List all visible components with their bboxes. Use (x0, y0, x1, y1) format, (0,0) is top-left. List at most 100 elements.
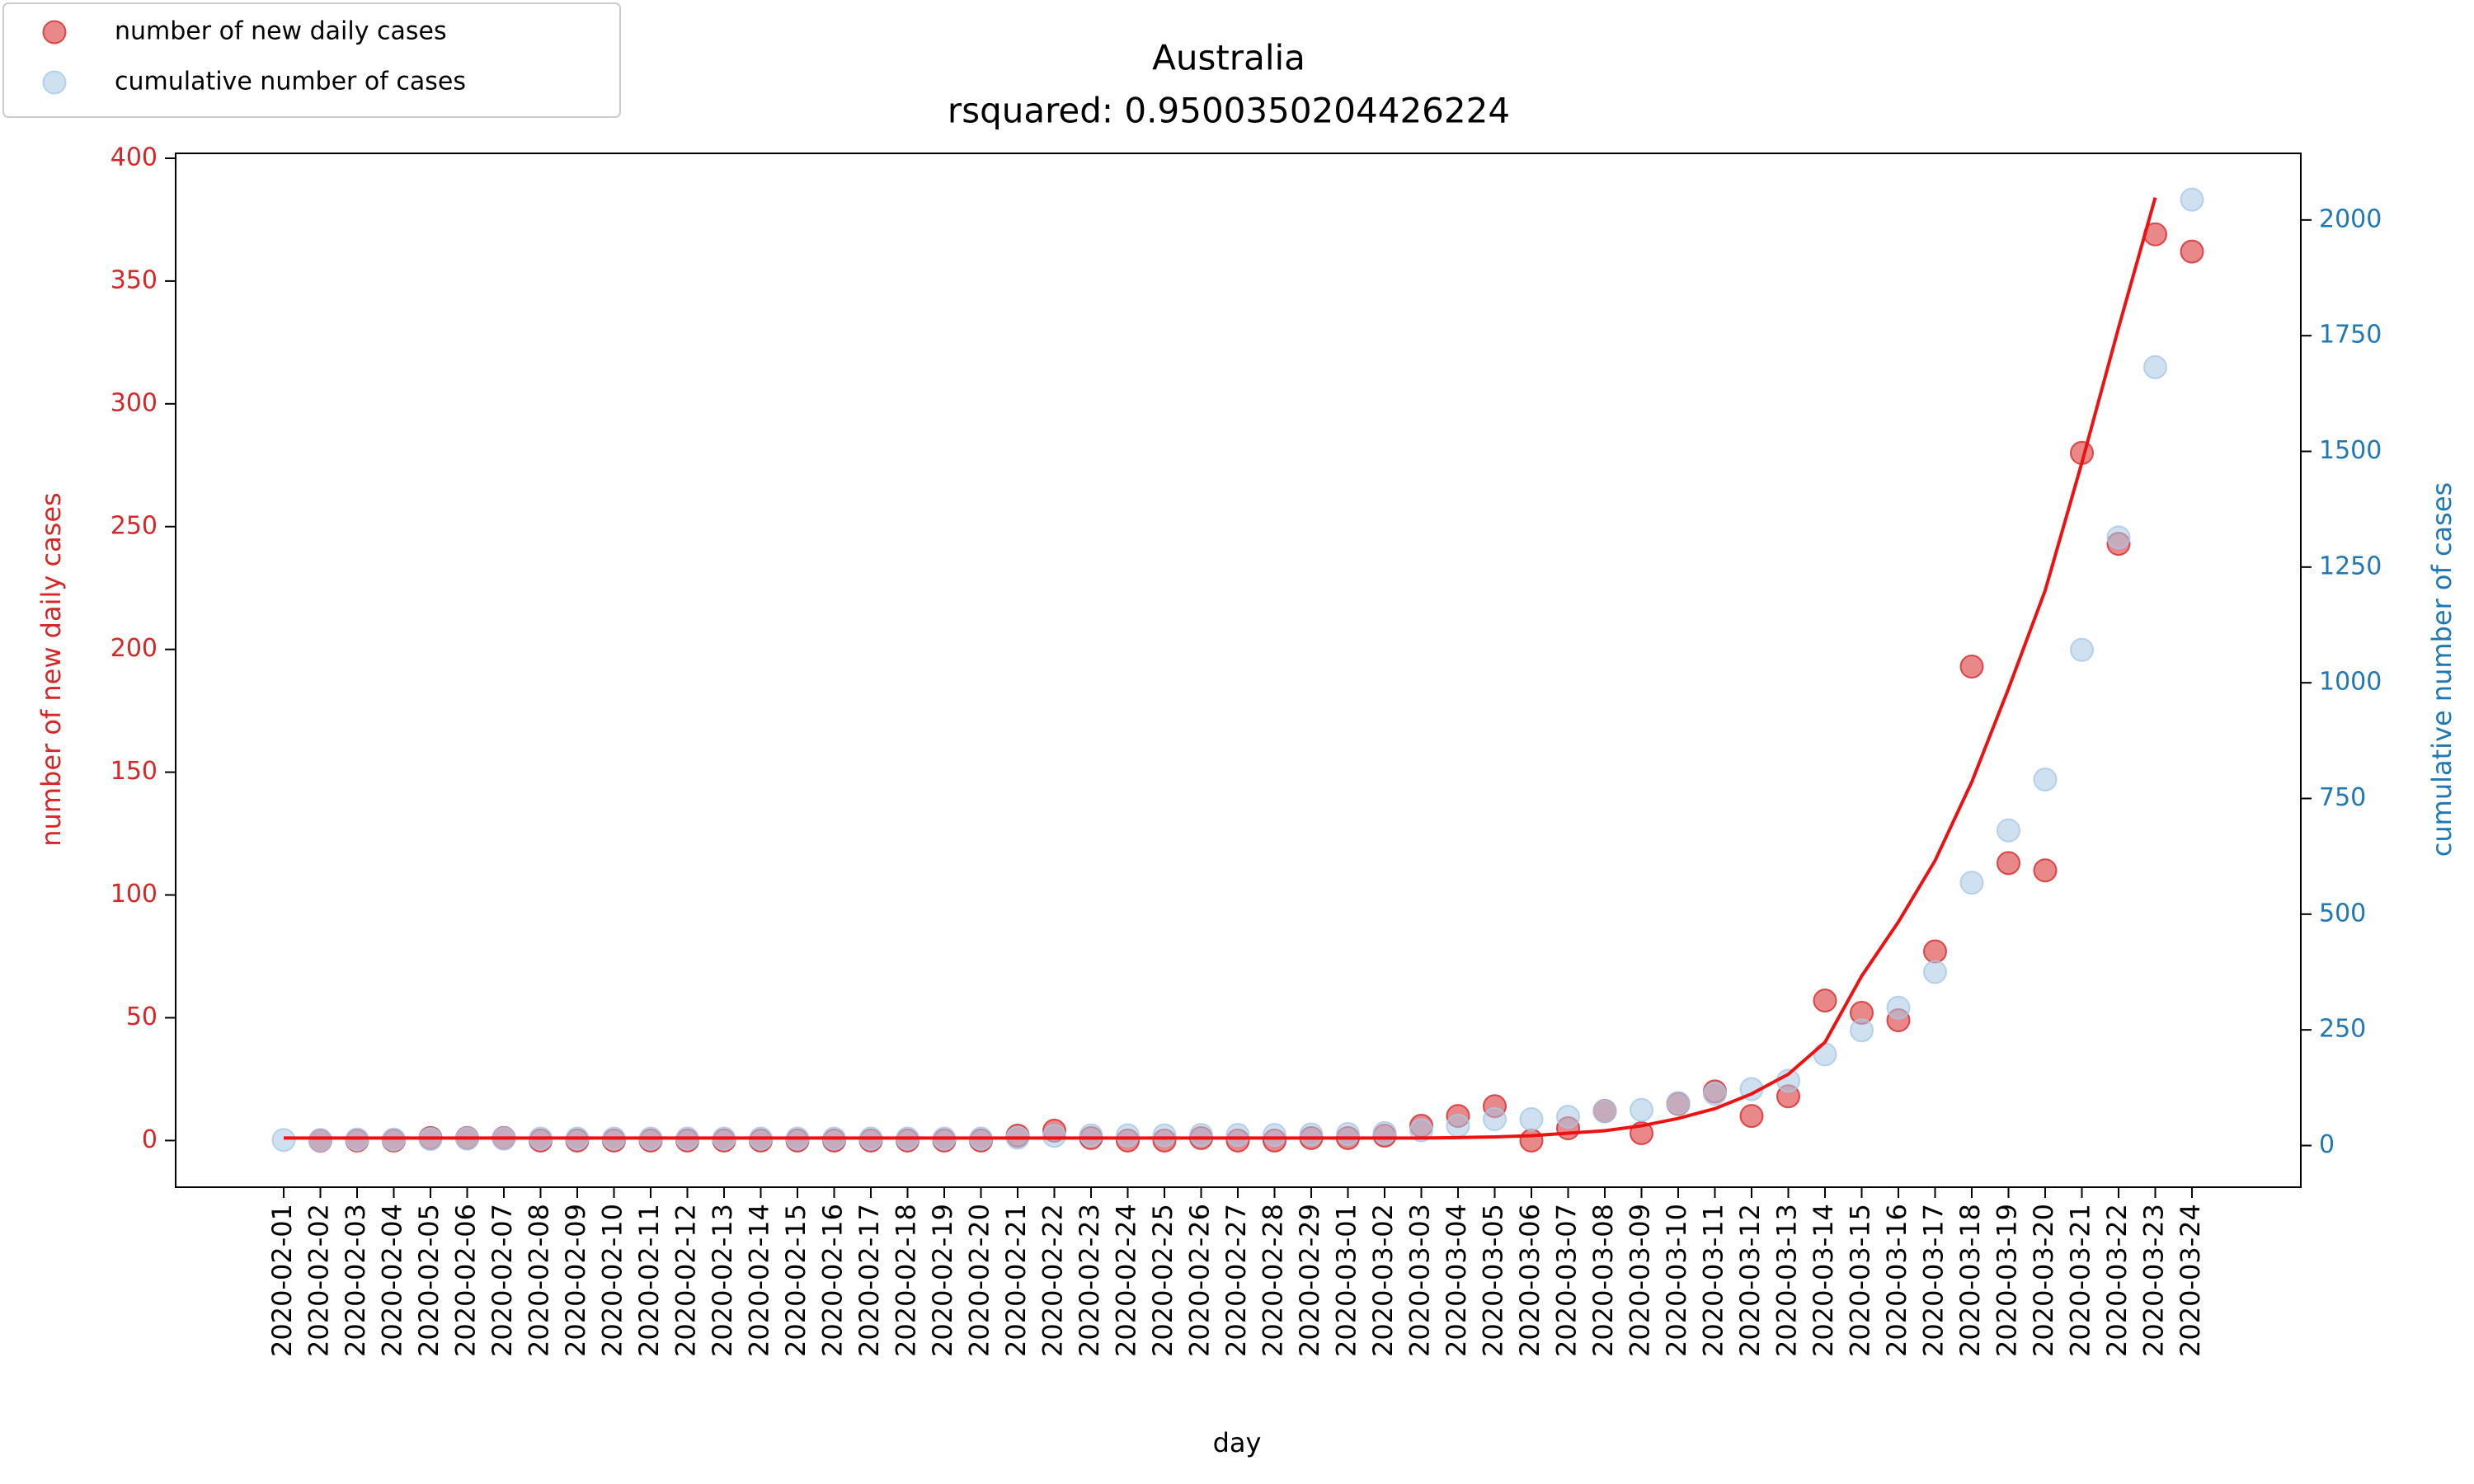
data-point (1959, 871, 1984, 895)
data-point (1997, 851, 2020, 876)
data-point (1189, 1123, 1213, 1148)
fit-line (284, 197, 2157, 1140)
x-tick-label: 2020-03-17 (1918, 1204, 1950, 1357)
data-point (1959, 655, 1984, 679)
x-tick-label: 2020-03-13 (1771, 1204, 1803, 1357)
x-tick-label: 2020-02-11 (633, 1204, 665, 1357)
y2-tick-label: 2000 (2319, 204, 2382, 233)
x-tick-label: 2020-02-25 (1147, 1204, 1178, 1357)
legend-marker (42, 70, 67, 95)
data-point (1042, 1124, 1066, 1148)
x-tick-label: 2020-02-05 (413, 1204, 444, 1357)
x-tick-label: 2020-02-26 (1184, 1204, 1216, 1357)
x-tick-label: 2020-02-02 (303, 1204, 335, 1357)
data-point (1299, 1122, 1324, 1147)
y2-tick-label: 1000 (2319, 668, 2382, 697)
x-tick-label: 2020-03-01 (1331, 1204, 1362, 1357)
x-tick-label: 2020-02-13 (707, 1204, 738, 1357)
x-tick-label: 2020-03-07 (1551, 1204, 1583, 1357)
legend-box (2, 2, 621, 118)
x-tick-label: 2020-03-05 (1478, 1204, 1509, 1357)
x-tick-label: 2020-02-12 (670, 1204, 702, 1357)
x-tick-label: 2020-02-27 (1221, 1204, 1252, 1357)
x-tick-label: 2020-03-22 (2101, 1204, 2133, 1357)
y2-tick-label: 250 (2319, 1015, 2366, 1044)
data-point (1152, 1123, 1177, 1148)
data-point (1739, 1104, 1764, 1129)
y-tick-label: 300 (111, 388, 158, 417)
x-tick-label: 2020-03-12 (1734, 1204, 1766, 1357)
plot-frame (175, 153, 2302, 1188)
x-tick-label: 2020-03-23 (2138, 1204, 2170, 1357)
x-tick-label: 2020-02-07 (487, 1204, 518, 1357)
legend: number of new daily cases cumulative numb… (2, 2, 621, 118)
x-tick-label: 2020-02-24 (1111, 1204, 1142, 1357)
y2-tick-label: 1250 (2319, 552, 2382, 580)
x-tick-label: 2020-02-16 (817, 1204, 849, 1357)
x-axis-label: day (1213, 1427, 1262, 1458)
data-point (1372, 1120, 1397, 1145)
y-axis-label: number of new daily cases (35, 492, 67, 846)
data-point (2070, 637, 2094, 662)
x-tick-label: 2020-03-18 (1954, 1204, 1986, 1357)
y2-tick-label: 750 (2319, 783, 2366, 812)
x-tick-label: 2020-03-08 (1587, 1204, 1619, 1357)
data-point (1556, 1105, 1580, 1129)
data-point (2180, 239, 2204, 264)
x-tick-label: 2020-03-11 (1698, 1204, 1729, 1357)
legend-label: cumulative number of cases (115, 68, 466, 96)
x-tick-label: 2020-03-04 (1441, 1204, 1472, 1357)
y2-tick-label: 1750 (2319, 321, 2382, 350)
data-point (1923, 939, 1947, 964)
y-tick-label: 250 (111, 511, 158, 540)
x-tick-label: 2020-02-04 (377, 1204, 408, 1357)
y2-tick-label: 0 (2319, 1130, 2335, 1159)
legend-marker (42, 20, 67, 45)
data-point (2033, 767, 2058, 791)
y-tick-label: 200 (111, 634, 158, 663)
data-point (1850, 1018, 1874, 1043)
x-tick-label: 2020-03-09 (1625, 1204, 1656, 1357)
data-point (1666, 1091, 1691, 1115)
x-tick-label: 2020-03-06 (1514, 1204, 1545, 1357)
x-tick-label: 2020-02-01 (266, 1204, 298, 1357)
y-tick-label: 350 (111, 265, 158, 294)
data-point (1886, 995, 1911, 1020)
y2-tick-label: 1500 (2319, 436, 2382, 465)
x-tick-label: 2020-03-19 (1992, 1204, 2023, 1357)
data-point (1703, 1082, 1727, 1106)
data-point (1813, 989, 1837, 1013)
x-tick-label: 2020-02-08 (524, 1204, 555, 1357)
x-tick-label: 2020-02-15 (780, 1204, 811, 1357)
y-tick-label: 400 (111, 143, 158, 171)
y-tick-label: 100 (111, 880, 158, 909)
x-tick-label: 2020-02-17 (854, 1204, 885, 1357)
y-tick-label: 0 (142, 1125, 158, 1154)
data-point (1225, 1123, 1250, 1148)
legend-label: number of new daily cases (115, 17, 447, 46)
x-tick-label: 2020-02-28 (1258, 1204, 1289, 1357)
x-tick-label: 2020-03-21 (2065, 1204, 2096, 1357)
data-point (1116, 1123, 1140, 1148)
data-point (1263, 1123, 1286, 1148)
x-tick-label: 2020-03-10 (1661, 1204, 1692, 1357)
data-point (308, 1128, 332, 1153)
x-tick-label: 2020-02-19 (927, 1204, 958, 1357)
data-point (2106, 525, 2131, 550)
data-point (1923, 960, 1947, 984)
data-point (1813, 1042, 1837, 1067)
y2-tick-label: 500 (2319, 899, 2366, 928)
data-point (1630, 1097, 1653, 1122)
data-point (1483, 1106, 1507, 1131)
chart-subtitle: rsquared: 0.9500350204426224 (948, 91, 1510, 131)
x-tick-label: 2020-03-20 (2028, 1204, 2059, 1357)
x-tick-label: 2020-03-14 (1808, 1204, 1839, 1357)
y-tick-label: 50 (126, 1003, 158, 1031)
data-point (2143, 355, 2167, 379)
x-tick-label: 2020-02-18 (891, 1204, 922, 1357)
x-tick-label: 2020-03-16 (1881, 1204, 1912, 1357)
y2-axis-label: cumulative number of cases (2426, 482, 2458, 857)
data-point (271, 1128, 296, 1153)
